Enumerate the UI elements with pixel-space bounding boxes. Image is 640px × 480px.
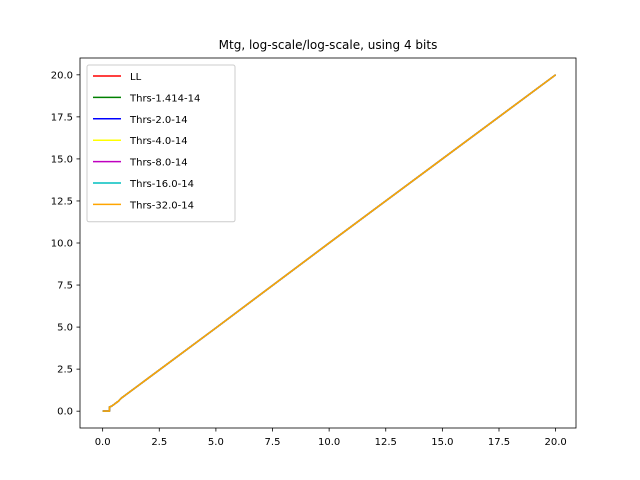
x-tick-label: 10.0 (318, 437, 340, 448)
y-tick-label: 2.5 (57, 365, 73, 376)
x-tick-label: 12.5 (375, 437, 397, 448)
axes-layer: 0.0 2.5 5.0 7.5 10.0 12.5 15.0 17.5 20.0 0.0 2.5 5.… (51, 57, 577, 448)
x-tick-label: 17.5 (488, 437, 510, 448)
x-tick-label: 15.0 (431, 437, 453, 448)
series-layer (102, 74, 557, 412)
x-tick-label: 0.0 (95, 437, 111, 448)
legend-box (86, 64, 236, 223)
chart-title: Mtg, log-scale/log-scale, using 4 bits (219, 38, 438, 52)
legend-label: Thrs-4.0-14 (129, 136, 188, 147)
x-tick-label: 5.0 (208, 437, 224, 448)
legend-label: Thrs-8.0-14 (129, 158, 188, 169)
y-tick-label: 7.5 (57, 281, 73, 292)
y-tick-label: 12.5 (51, 196, 73, 207)
x-tick-label: 20.0 (544, 437, 566, 448)
y-tick-label: 0.0 (57, 407, 73, 418)
y-tick-label: 5.0 (57, 323, 73, 334)
x-tick-label: 2.5 (151, 437, 167, 448)
series-line-6 (102, 74, 557, 412)
legend-label: Thrs-1.414-14 (129, 93, 200, 104)
x-tick-label: 7.5 (265, 437, 281, 448)
y-tick-label: 15.0 (51, 154, 73, 165)
y-tick-label: 20.0 (51, 70, 73, 81)
legend: LL Thrs-1.414-14 Thrs-2.0-14 Thrs-4.0-14 Thr… (86, 64, 236, 223)
y-tick-label: 10.0 (51, 239, 73, 250)
legend-label: Thrs-16.0-14 (129, 179, 194, 190)
legend-label: LL (130, 72, 142, 83)
legend-label: Thrs-32.0-14 (129, 200, 194, 211)
legend-label: Thrs-2.0-14 (129, 115, 188, 126)
y-tick-label: 17.5 (51, 112, 73, 123)
